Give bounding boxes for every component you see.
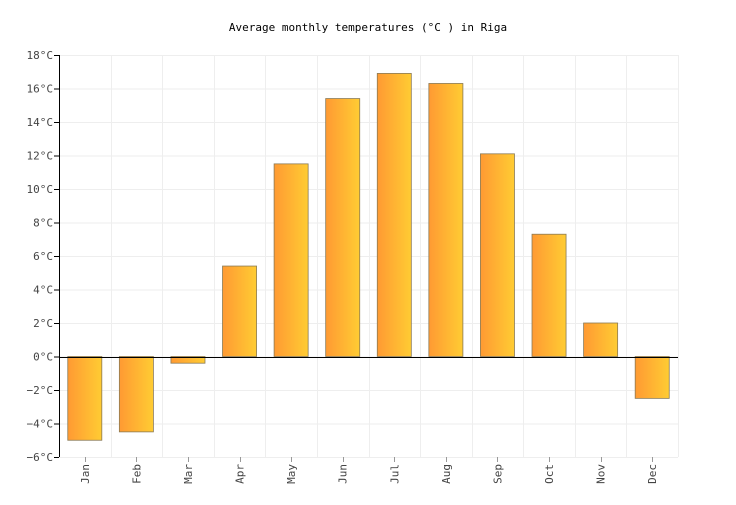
y-tick-label: 14°C (27, 116, 54, 129)
y-tick-label: 0°C (33, 351, 53, 364)
bar-sep (480, 153, 515, 357)
bar-jun (325, 98, 361, 357)
y-tick-label: 12°C (27, 150, 54, 163)
chart-title: Average monthly temperatures (°C ) in Ri… (228, 21, 508, 34)
x-tick-label: Nov (595, 464, 608, 484)
bar-aug (428, 83, 464, 357)
x-tick-label: Oct (543, 464, 556, 484)
bar-feb (118, 356, 154, 433)
x-tick-label: Sep (491, 464, 504, 484)
x-tick-label: Jun (337, 464, 350, 484)
bar-may (273, 163, 309, 357)
bar-jan (67, 356, 103, 441)
y-tick-label: 4°C (33, 284, 53, 297)
bar-nov (583, 322, 619, 357)
x-tick-label: May (285, 464, 298, 484)
x-tick-label: Apr (234, 464, 247, 484)
y-tick-label: 10°C (27, 183, 54, 196)
y-tick-label: 6°C (33, 250, 53, 263)
x-tick-label: Feb (130, 464, 143, 484)
y-tick-label: 8°C (33, 217, 53, 230)
bar-mar (170, 356, 206, 364)
y-tick-label: −6°C (27, 451, 54, 464)
y-tick-label: 16°C (27, 83, 54, 96)
x-tick-label: Mar (182, 464, 195, 484)
bar-dec (634, 356, 670, 399)
bar-jul (376, 73, 412, 357)
x-tick-label: Jan (79, 464, 92, 484)
bar-oct (531, 233, 567, 357)
y-tick-label: −2°C (27, 384, 54, 397)
x-tick-label: Jul (388, 464, 401, 484)
y-tick-label: 2°C (33, 317, 53, 330)
y-tick-label: 18°C (27, 49, 54, 62)
y-tick-label: −4°C (27, 418, 54, 431)
bar-apr (222, 265, 257, 357)
x-tick-label: Dec (646, 464, 659, 484)
x-tick-label: Aug (440, 464, 453, 484)
